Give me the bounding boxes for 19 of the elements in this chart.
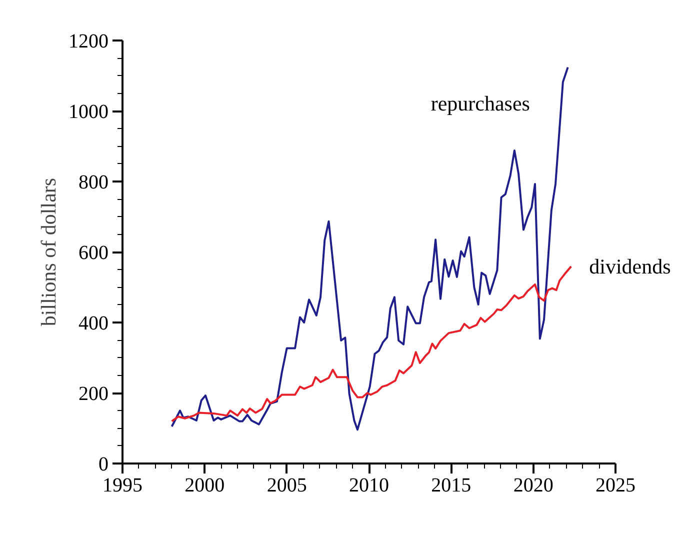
y-tick-label: 1000 — [68, 101, 108, 123]
line-series — [170, 66, 569, 431]
y-tick-label: 800 — [78, 172, 108, 194]
series-label: dividends — [589, 254, 671, 278]
y-tick-label: 200 — [78, 383, 108, 405]
x-tick-label: 2000 — [184, 474, 225, 496]
x-tick-label: 2020 — [513, 474, 554, 496]
x-tick-label: 2015 — [431, 474, 472, 496]
y-tick-label: 600 — [78, 242, 108, 264]
line-series — [170, 265, 572, 422]
y-tick-label: 1200 — [68, 30, 108, 52]
x-tick-label: 2005 — [266, 474, 307, 496]
series-label: repurchases — [430, 91, 530, 116]
x-tick-label: 2010 — [349, 474, 389, 496]
y-tick-label: 400 — [78, 312, 108, 334]
x-tick-label: 1995 — [102, 474, 142, 496]
y-tick-label: 0 — [98, 454, 108, 476]
x-tick-label: 2025 — [596, 474, 636, 496]
y-axis-title: billions of dollars — [36, 178, 60, 326]
